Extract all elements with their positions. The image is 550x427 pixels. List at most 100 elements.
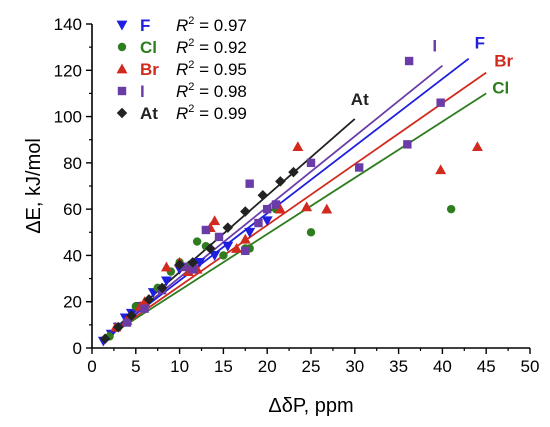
line-label-br: Br — [494, 52, 513, 71]
data-point-i — [214, 232, 224, 242]
data-point-at — [205, 243, 216, 254]
data-point-br — [292, 141, 304, 152]
data-point-br — [182, 266, 194, 276]
data-point-at — [143, 294, 155, 305]
x-tick-label: 45 — [477, 357, 496, 376]
legend-r2-at: R2 = 0.99 — [176, 103, 247, 123]
data-point-f — [209, 251, 221, 261]
data-point-i — [201, 225, 211, 235]
legend-marker-br — [116, 63, 128, 74]
x-tick-label: 15 — [214, 357, 233, 376]
data-point-br — [231, 243, 242, 253]
data-point-i — [179, 262, 189, 272]
data-point-i — [271, 200, 281, 209]
y-tick-label: 60 — [63, 200, 82, 219]
data-point-i — [140, 304, 149, 313]
data-point-i — [436, 98, 445, 107]
data-point-br — [139, 296, 151, 307]
data-point-i — [188, 265, 197, 274]
legend-r2-br: R2 = 0.95 — [176, 59, 247, 79]
x-tick-label: 20 — [258, 357, 277, 376]
data-point-br — [471, 141, 483, 152]
legend-marker-at — [116, 107, 128, 119]
data-point-f — [261, 216, 273, 227]
data-point-i — [354, 163, 364, 172]
data-point-f — [222, 241, 234, 252]
data-point-at — [288, 166, 299, 178]
data-point-at — [174, 259, 185, 270]
line-label-f: F — [475, 34, 485, 53]
data-point-br — [274, 203, 286, 214]
legend-label-i: I — [140, 82, 145, 101]
data-markers — [97, 56, 483, 347]
legend-r2-i: R2 = 0.98 — [176, 81, 247, 101]
data-point-br — [239, 233, 251, 244]
legend-label-br: Br — [140, 60, 159, 79]
line-label-cl: Cl — [492, 78, 509, 97]
data-point-at — [240, 206, 251, 217]
line-label-at: At — [351, 90, 369, 109]
data-point-at — [275, 176, 286, 187]
data-point-at — [126, 310, 137, 321]
legend-label-f: F — [140, 16, 150, 35]
y-tick-label: 20 — [63, 293, 82, 312]
data-point-f — [194, 258, 206, 268]
line-label-i: I — [432, 37, 437, 56]
fit-line-f — [100, 58, 470, 342]
y-tick-label: 0 — [73, 339, 82, 358]
y-tick-label: 120 — [54, 61, 82, 80]
x-axis-title: ΔδP, ppm — [268, 395, 353, 417]
legend: F R2 = 0.97 Cl R2 = 0.92 Br R2 = 0.95 I R2 = 0.… — [116, 15, 247, 123]
data-point-i — [263, 204, 272, 214]
data-point-cl — [306, 228, 316, 237]
data-point-i — [306, 158, 316, 168]
y-tick-label: 40 — [63, 246, 82, 265]
data-point-i — [404, 56, 414, 66]
y-tick-label: 80 — [63, 154, 82, 173]
data-point-cl — [192, 237, 202, 246]
legend-label-at: At — [140, 104, 158, 123]
data-point-at — [113, 321, 124, 333]
y-axis-title: ΔE, kJ/mol — [23, 138, 45, 234]
x-tick-label: 10 — [170, 357, 189, 376]
fit-lines — [100, 58, 487, 342]
data-point-cl — [446, 204, 456, 214]
x-tick-label: 0 — [87, 357, 96, 376]
legend-marker-cl — [117, 42, 127, 52]
x-tick-label: 35 — [389, 357, 408, 376]
data-point-i — [122, 318, 132, 327]
legend-label-cl: Cl — [140, 38, 157, 57]
data-point-i — [403, 140, 412, 149]
data-point-br — [321, 203, 333, 214]
data-point-i — [254, 218, 263, 228]
data-point-br — [301, 201, 313, 212]
x-tick-label: 25 — [302, 357, 321, 376]
data-point-i — [245, 179, 254, 188]
legend-r2-f: R2 = 0.97 — [176, 15, 247, 35]
data-point-at — [99, 333, 111, 344]
data-point-cl — [219, 251, 228, 260]
y-tick-label: 100 — [54, 108, 82, 127]
y-tick-label: 140 — [54, 15, 82, 34]
x-tick-label: 5 — [131, 357, 140, 376]
legend-marker-i — [117, 86, 127, 96]
line-labels: F Cl Br I At — [351, 34, 514, 109]
legend-marker-f — [116, 20, 128, 31]
data-point-br — [209, 215, 221, 226]
data-point-br — [161, 261, 172, 272]
fit-line-br — [100, 71, 487, 342]
fit-line-i — [100, 64, 443, 342]
data-point-at — [222, 222, 234, 233]
x-tick-label: 30 — [345, 357, 364, 376]
data-point-at — [257, 190, 269, 201]
data-point-f — [161, 276, 172, 287]
data-point-at — [156, 282, 168, 294]
axes: 0 5 10 15 20 25 30 35 40 45 50 0 20 40 60 80 100 120 140 — [54, 15, 540, 376]
legend-r2-cl: R2 = 0.92 — [176, 37, 247, 57]
x-tick-label: 40 — [433, 357, 452, 376]
fit-line-cl — [100, 92, 487, 342]
data-point-f — [244, 227, 256, 238]
x-tick-label: 50 — [521, 357, 540, 376]
data-point-br — [435, 164, 447, 175]
